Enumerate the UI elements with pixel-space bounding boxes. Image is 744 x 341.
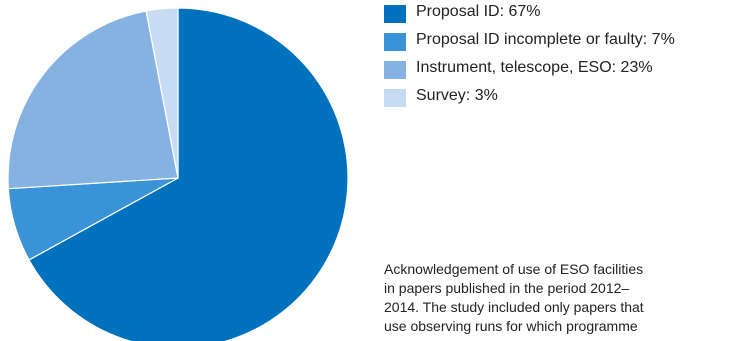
- legend-swatch: [384, 33, 406, 51]
- legend-swatch: [384, 5, 406, 23]
- pie-slice-survey: [145, 7, 179, 179]
- pie-chart: [7, 7, 349, 341]
- legend-swatch: [384, 89, 406, 107]
- legend-label: Survey: 3%: [416, 87, 498, 104]
- legend-label: Proposal ID incomplete or faulty: 7%: [416, 31, 675, 48]
- pie-slice-instrument-telescope-eso: [7, 10, 179, 190]
- legend-label: Proposal ID: 67%: [416, 3, 541, 20]
- figure-caption: Acknowledgement of use of ESO facilities…: [384, 261, 644, 334]
- legend-swatch: [384, 61, 406, 79]
- pie-slice-proposal-id: [28, 7, 349, 341]
- legend-label: Instrument, telescope, ESO: 23%: [416, 59, 653, 76]
